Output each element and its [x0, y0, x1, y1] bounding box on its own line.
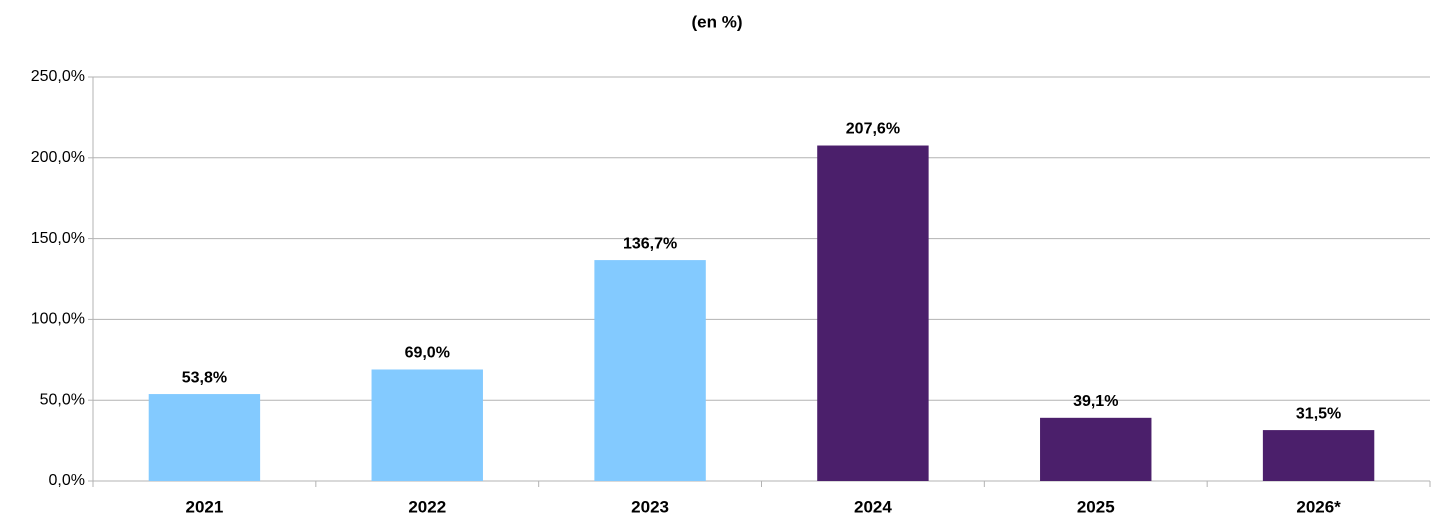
value-label: 69,0%	[405, 345, 450, 362]
value-label: 39,1%	[1073, 393, 1118, 410]
x-tick-label: 2022	[408, 497, 446, 516]
y-tick-label: 150,0%	[31, 230, 85, 247]
y-tick-label: 200,0%	[31, 149, 85, 166]
y-tick-label: 0,0%	[49, 472, 85, 489]
chart-title: (en %)	[692, 12, 743, 31]
bar	[594, 260, 706, 481]
y-tick-label: 250,0%	[31, 68, 85, 85]
x-tick-label: 2026*	[1296, 497, 1341, 516]
value-label: 207,6%	[846, 121, 900, 138]
y-tick-label: 50,0%	[40, 391, 85, 408]
value-label: 53,8%	[182, 369, 227, 386]
y-tick-label: 100,0%	[31, 311, 85, 328]
bar	[1262, 430, 1375, 481]
bar	[1040, 417, 1152, 481]
x-tick-label: 2023	[631, 497, 669, 516]
bar	[817, 145, 929, 481]
bar	[148, 394, 261, 481]
x-tick-label: 2024	[854, 497, 892, 516]
x-tick-label: 2025	[1077, 497, 1115, 516]
value-label: 136,7%	[623, 235, 677, 252]
x-tick-label: 2021	[186, 497, 224, 516]
value-label: 31,5%	[1296, 405, 1341, 422]
bar	[371, 369, 483, 481]
